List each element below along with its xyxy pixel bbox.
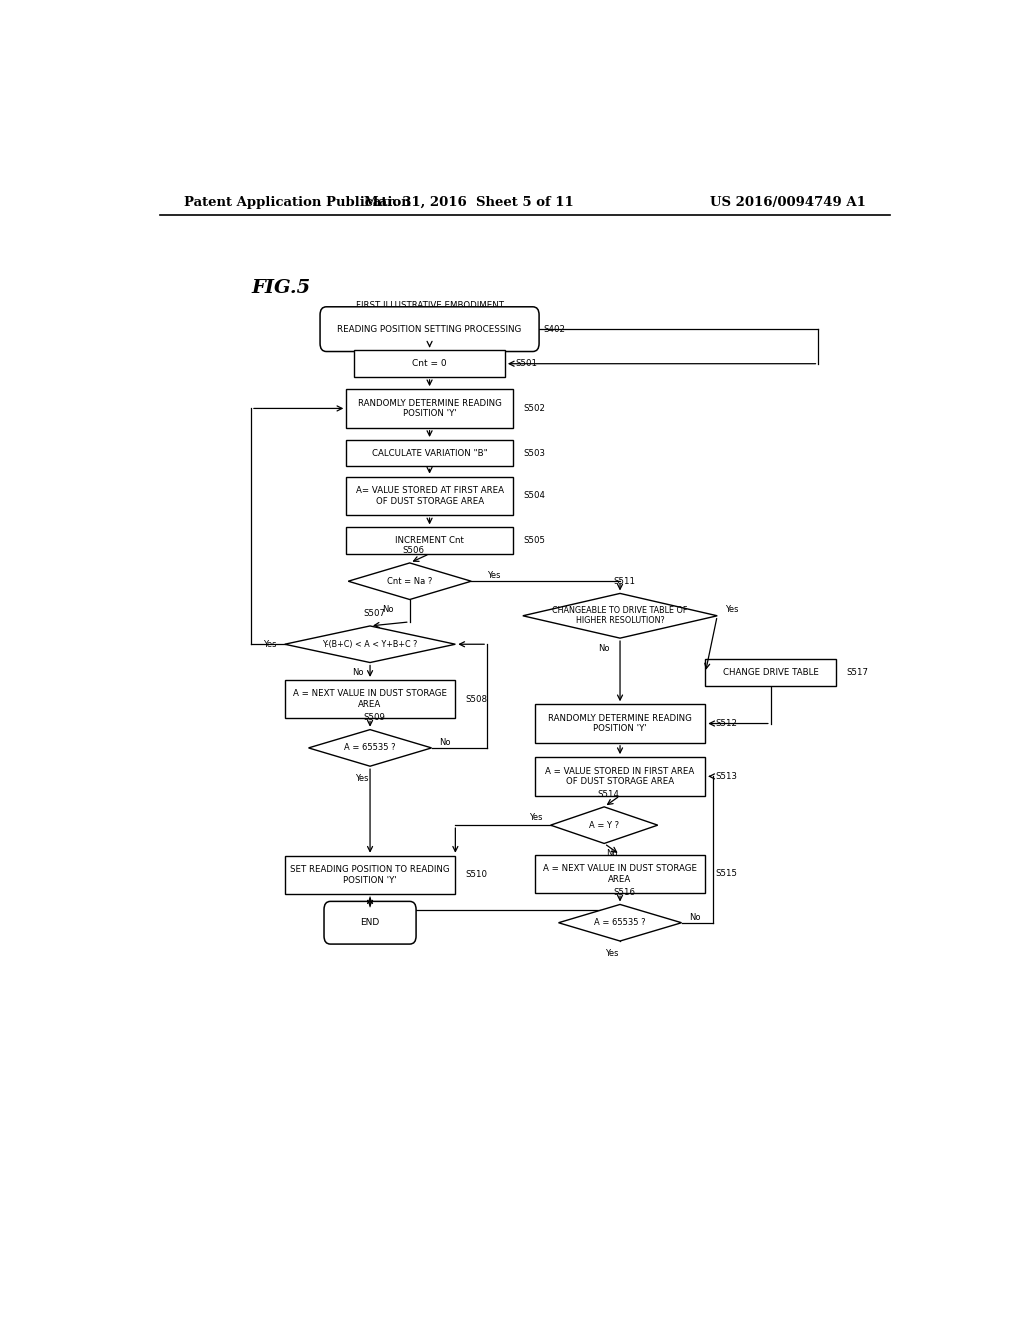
Bar — [346, 477, 513, 515]
Text: S511: S511 — [613, 577, 635, 586]
Polygon shape — [558, 904, 682, 941]
Text: Patent Application Publication: Patent Application Publication — [183, 195, 411, 209]
Text: No: No — [689, 913, 701, 923]
Polygon shape — [348, 562, 471, 599]
Polygon shape — [285, 626, 456, 663]
Text: Yes: Yes — [487, 570, 501, 579]
Bar — [535, 704, 706, 743]
Polygon shape — [308, 730, 431, 766]
Text: S502: S502 — [523, 404, 545, 413]
Text: No: No — [352, 668, 364, 677]
Bar — [706, 660, 837, 686]
Text: A = 65535 ?: A = 65535 ? — [594, 919, 646, 927]
Bar — [535, 758, 706, 796]
Text: Yes: Yes — [725, 605, 738, 614]
Text: READING POSITION SETTING PROCESSING: READING POSITION SETTING PROCESSING — [338, 325, 521, 334]
Text: S505: S505 — [523, 536, 545, 545]
Text: S402: S402 — [543, 325, 565, 334]
Text: A = 65535 ?: A = 65535 ? — [344, 743, 396, 752]
Text: No: No — [382, 605, 394, 614]
Text: A = VALUE STORED IN FIRST AREA
OF DUST STORAGE AREA: A = VALUE STORED IN FIRST AREA OF DUST S… — [546, 767, 694, 787]
Bar — [346, 440, 513, 466]
Text: FIG.5: FIG.5 — [251, 280, 310, 297]
Text: Cnt = Na ?: Cnt = Na ? — [387, 577, 432, 586]
Text: A = Y ?: A = Y ? — [589, 821, 620, 830]
Text: S515: S515 — [716, 870, 737, 878]
Text: Yes: Yes — [529, 813, 543, 821]
Text: A = NEXT VALUE IN DUST STORAGE
AREA: A = NEXT VALUE IN DUST STORAGE AREA — [293, 689, 447, 709]
Text: S517: S517 — [847, 668, 868, 677]
Text: END: END — [360, 919, 380, 927]
Text: Yes: Yes — [355, 774, 369, 783]
Text: S504: S504 — [523, 491, 545, 500]
Text: S514: S514 — [597, 791, 620, 799]
Text: Mar. 31, 2016  Sheet 5 of 11: Mar. 31, 2016 Sheet 5 of 11 — [365, 195, 574, 209]
FancyBboxPatch shape — [324, 902, 416, 944]
Text: Yes: Yes — [605, 949, 618, 958]
Text: SET READING POSITION TO READING
POSITION 'Y': SET READING POSITION TO READING POSITION… — [290, 866, 450, 884]
Text: A = NEXT VALUE IN DUST STORAGE
AREA: A = NEXT VALUE IN DUST STORAGE AREA — [543, 865, 697, 883]
Polygon shape — [523, 594, 717, 638]
Text: S508: S508 — [466, 694, 487, 704]
FancyBboxPatch shape — [321, 306, 539, 351]
Text: A= VALUE STORED AT FIRST AREA
OF DUST STORAGE AREA: A= VALUE STORED AT FIRST AREA OF DUST ST… — [355, 486, 504, 506]
Bar — [354, 351, 505, 378]
Text: S512: S512 — [716, 719, 737, 729]
Bar — [346, 389, 513, 428]
Text: S501: S501 — [515, 359, 538, 368]
Text: RANDOMLY DETERMINE READING
POSITION 'Y': RANDOMLY DETERMINE READING POSITION 'Y' — [357, 399, 502, 418]
Text: CALCULATE VARIATION "B": CALCULATE VARIATION "B" — [372, 449, 487, 458]
Text: No: No — [598, 644, 610, 653]
Text: RANDOMLY DETERMINE READING
POSITION 'Y': RANDOMLY DETERMINE READING POSITION 'Y' — [548, 714, 692, 733]
Text: S507: S507 — [364, 610, 385, 618]
Text: Yes: Yes — [263, 640, 276, 648]
Text: INCREMENT Cnt: INCREMENT Cnt — [395, 536, 464, 545]
Text: CHANGE DRIVE TABLE: CHANGE DRIVE TABLE — [723, 668, 819, 677]
Text: CHANGEABLE TO DRIVE TABLE OF
HIGHER RESOLUTION?: CHANGEABLE TO DRIVE TABLE OF HIGHER RESO… — [552, 606, 688, 626]
Text: No: No — [439, 738, 451, 747]
Bar — [535, 854, 706, 894]
Text: Cnt = 0: Cnt = 0 — [413, 359, 446, 368]
Bar — [285, 680, 456, 718]
Text: S503: S503 — [523, 449, 545, 458]
Text: US 2016/0094749 A1: US 2016/0094749 A1 — [711, 195, 866, 209]
Text: FIRST ILLUSTRATIVE EMBODIMENT
(SCANNER PROCESSING): FIRST ILLUSTRATIVE EMBODIMENT (SCANNER P… — [355, 301, 504, 321]
Polygon shape — [551, 807, 657, 843]
Bar — [285, 855, 456, 894]
Text: S510: S510 — [466, 870, 487, 879]
Text: Y-(B+C) < A < Y+B+C ?: Y-(B+C) < A < Y+B+C ? — [323, 640, 418, 648]
Text: S509: S509 — [364, 713, 385, 722]
Text: No: No — [606, 849, 617, 858]
Text: S516: S516 — [613, 888, 635, 896]
Text: S506: S506 — [402, 546, 425, 556]
Bar — [346, 528, 513, 554]
Text: S513: S513 — [716, 772, 737, 781]
